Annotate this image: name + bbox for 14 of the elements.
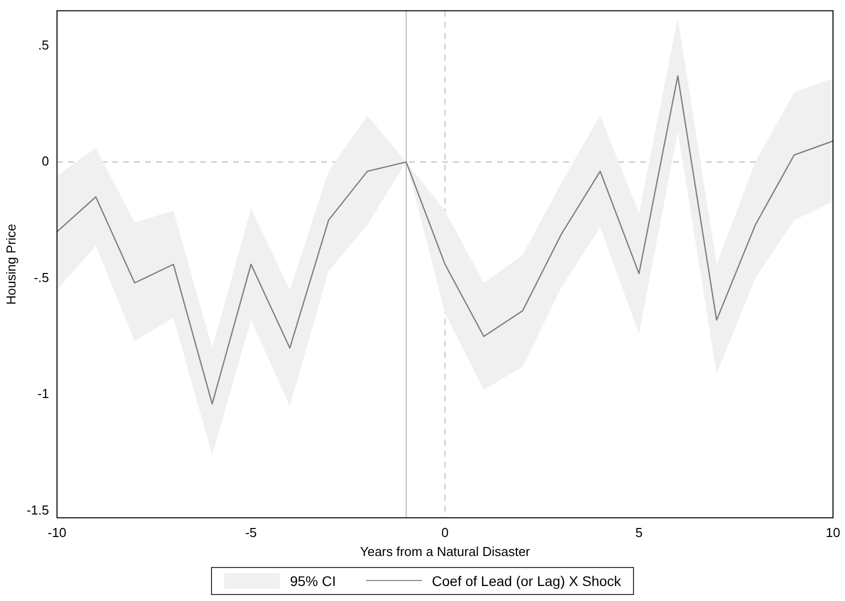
x-tick-label: -5: [245, 525, 257, 540]
legend-label: Coef of Lead (or Lag) X Shock: [432, 572, 622, 588]
x-tick-label: 5: [635, 525, 643, 540]
text: 95% CI: [290, 572, 336, 588]
y-tick-label: -1: [37, 386, 49, 402]
y-tick-label: -1.5: [26, 502, 49, 518]
y-tick-label: -.5: [34, 270, 49, 285]
x-tick-label: -10: [48, 525, 66, 540]
y-axis-title: Housing Price: [3, 224, 18, 305]
y-tick-label: .5: [38, 37, 49, 52]
x-tick-label: 10: [826, 525, 840, 540]
y-tick-label: 0: [42, 154, 49, 169]
x-tick-label: 0: [441, 525, 449, 540]
x-axis-title: Years from a Natural Disaster: [360, 544, 531, 559]
